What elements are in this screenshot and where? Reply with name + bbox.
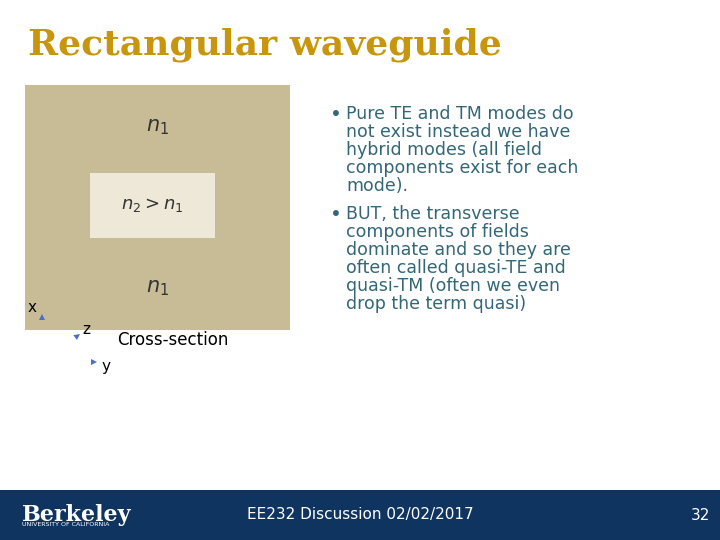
Text: •: • bbox=[330, 205, 342, 224]
Text: •: • bbox=[330, 105, 342, 124]
Bar bbox=[0, 490, 720, 540]
Bar bbox=[90, 173, 215, 238]
Text: y: y bbox=[102, 360, 110, 375]
Text: Cross-section: Cross-section bbox=[117, 331, 228, 349]
Bar bbox=[25, 85, 290, 330]
Text: not exist instead we have: not exist instead we have bbox=[346, 123, 570, 141]
Text: $n_2 > n_1$: $n_2 > n_1$ bbox=[122, 197, 184, 214]
FancyArrow shape bbox=[42, 359, 97, 365]
Text: $n_1$: $n_1$ bbox=[146, 278, 169, 298]
Text: $n_1$: $n_1$ bbox=[146, 117, 169, 137]
Text: BUT, the transverse: BUT, the transverse bbox=[346, 205, 520, 223]
Text: often called quasi-TE and: often called quasi-TE and bbox=[346, 259, 566, 277]
Text: Berkeley: Berkeley bbox=[22, 504, 132, 526]
Text: UNIVERSITY OF CALIFORNIA: UNIVERSITY OF CALIFORNIA bbox=[22, 523, 109, 528]
Text: quasi-TM (often we even: quasi-TM (often we even bbox=[346, 277, 560, 295]
FancyArrow shape bbox=[39, 314, 45, 362]
Text: z: z bbox=[82, 321, 90, 336]
Text: components exist for each: components exist for each bbox=[346, 159, 578, 177]
Text: Rectangular waveguide: Rectangular waveguide bbox=[28, 28, 502, 62]
Text: mode).: mode). bbox=[346, 177, 408, 195]
Text: Pure TE and TM modes do: Pure TE and TM modes do bbox=[346, 105, 574, 123]
Text: drop the term quasi): drop the term quasi) bbox=[346, 295, 526, 313]
Text: hybrid modes (all field: hybrid modes (all field bbox=[346, 141, 542, 159]
Text: 32: 32 bbox=[690, 508, 710, 523]
Text: EE232 Discussion 02/02/2017: EE232 Discussion 02/02/2017 bbox=[247, 508, 473, 523]
Text: components of fields: components of fields bbox=[346, 223, 529, 241]
Text: x: x bbox=[27, 300, 37, 315]
FancyArrow shape bbox=[42, 334, 80, 362]
Text: dominate and so they are: dominate and so they are bbox=[346, 241, 571, 259]
